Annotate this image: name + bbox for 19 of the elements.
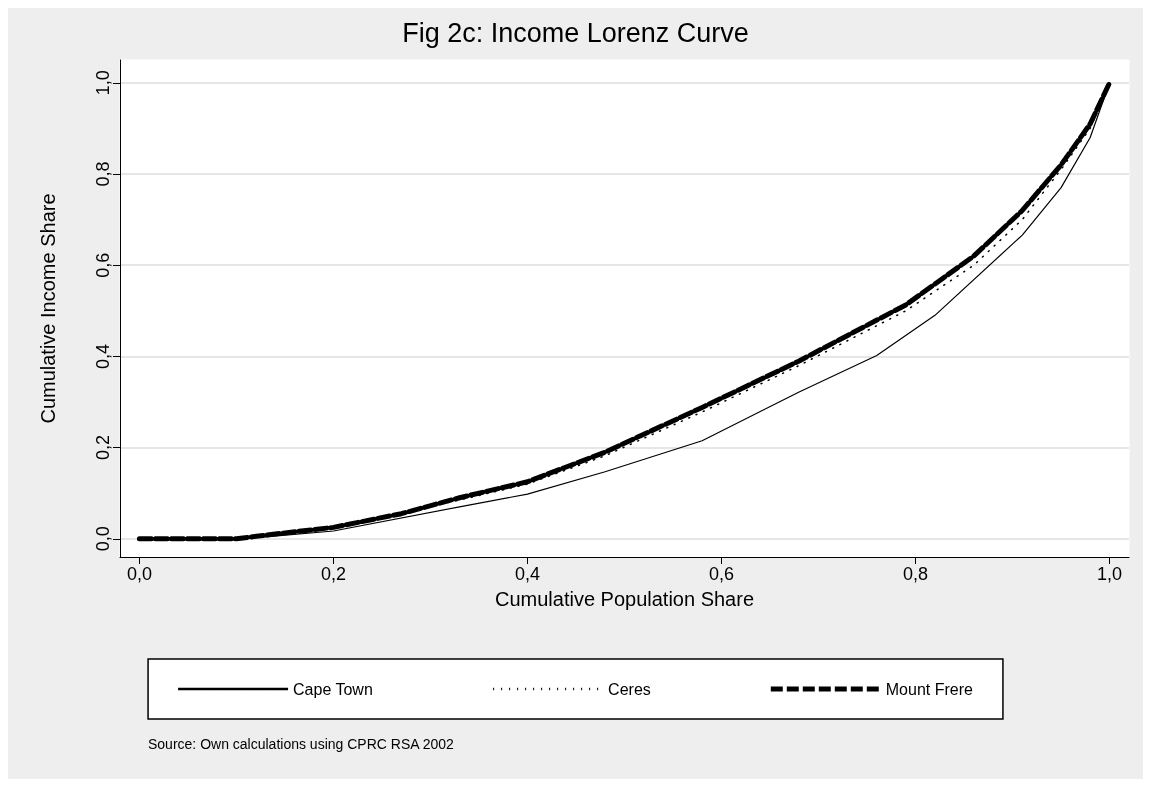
y-tick-label: 0,4 (93, 343, 113, 369)
x-tick-label: 0,8 (903, 564, 929, 584)
x-tick-label: 0,2 (320, 564, 346, 584)
y-axis-title: Cumulative Income Share (37, 193, 59, 424)
y-tick-label: 0,2 (93, 435, 113, 461)
x-tick-label: 0,0 (126, 564, 152, 584)
x-axis-title: Cumulative Population Share (494, 588, 755, 610)
x-tick-label: 0,6 (709, 564, 735, 584)
x-tick-label: 0,4 (514, 564, 540, 584)
legend-label: Ceres (608, 680, 651, 698)
chart-title: Fig 2c: Income Lorenz Curve (402, 17, 749, 48)
y-tick-label: 0,6 (93, 252, 113, 278)
y-tick-label: 0,8 (93, 161, 113, 187)
source-note: Source: Own calculations using CPRC RSA 2002 (148, 736, 455, 752)
y-tick-label: 1,0 (93, 70, 113, 96)
y-tick-label: 0,0 (93, 526, 113, 552)
legend-label: Mount Frere (885, 680, 974, 698)
legend-label: Cape Town (293, 680, 373, 698)
x-tick-label: 1,0 (1097, 564, 1123, 584)
